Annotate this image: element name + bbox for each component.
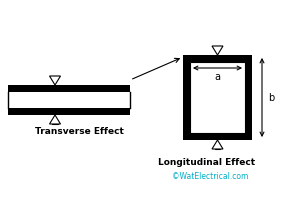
Text: Longitudinal Effect: Longitudinal Effect <box>158 158 256 167</box>
Text: b: b <box>268 93 274 103</box>
Polygon shape <box>212 47 223 56</box>
Bar <box>190 56 245 63</box>
Text: Transverse Effect: Transverse Effect <box>35 126 124 135</box>
Bar <box>52 77 58 78</box>
Polygon shape <box>50 77 61 86</box>
Bar <box>190 133 245 140</box>
Bar <box>183 56 190 140</box>
Bar <box>245 56 252 140</box>
Text: ©WatElectrical.com: ©WatElectrical.com <box>172 172 248 181</box>
Bar <box>8 86 130 93</box>
Bar <box>215 148 220 149</box>
Bar <box>190 63 245 133</box>
Text: a: a <box>214 72 220 82</box>
Bar <box>8 108 130 115</box>
Polygon shape <box>50 115 61 124</box>
Polygon shape <box>212 140 223 149</box>
Bar <box>52 123 58 124</box>
Bar <box>215 47 220 48</box>
